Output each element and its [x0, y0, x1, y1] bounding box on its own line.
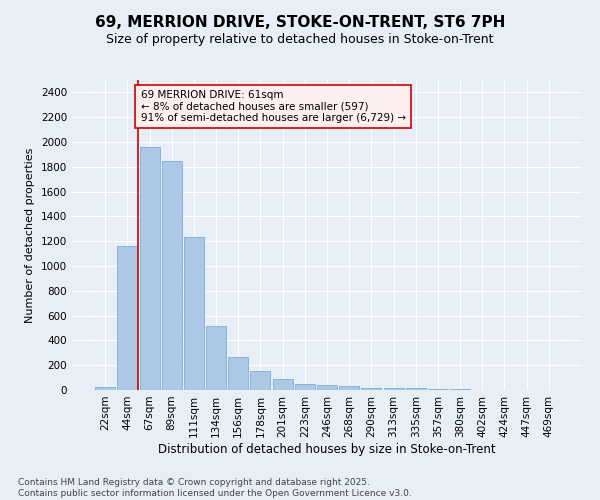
Bar: [206, 326, 226, 390]
X-axis label: Distribution of detached houses by size in Stoke-on-Trent: Distribution of detached houses by size …: [158, 442, 496, 456]
Bar: [184, 238, 204, 390]
Bar: [140, 147, 160, 390]
Bar: [383, 388, 404, 390]
Text: 69 MERRION DRIVE: 61sqm
← 8% of detached houses are smaller (597)
91% of semi-de: 69 MERRION DRIVE: 61sqm ← 8% of detached…: [140, 90, 406, 123]
Bar: [361, 388, 382, 390]
Text: Size of property relative to detached houses in Stoke-on-Trent: Size of property relative to detached ho…: [106, 32, 494, 46]
Bar: [295, 384, 315, 390]
Bar: [272, 379, 293, 390]
Bar: [339, 386, 359, 390]
Text: Contains HM Land Registry data © Crown copyright and database right 2025.
Contai: Contains HM Land Registry data © Crown c…: [18, 478, 412, 498]
Bar: [228, 356, 248, 390]
Text: 69, MERRION DRIVE, STOKE-ON-TRENT, ST6 7PH: 69, MERRION DRIVE, STOKE-ON-TRENT, ST6 7…: [95, 15, 505, 30]
Bar: [250, 371, 271, 390]
Bar: [118, 246, 137, 390]
Bar: [162, 160, 182, 390]
Y-axis label: Number of detached properties: Number of detached properties: [25, 148, 35, 322]
Bar: [317, 385, 337, 390]
Bar: [406, 388, 426, 390]
Bar: [95, 387, 115, 390]
